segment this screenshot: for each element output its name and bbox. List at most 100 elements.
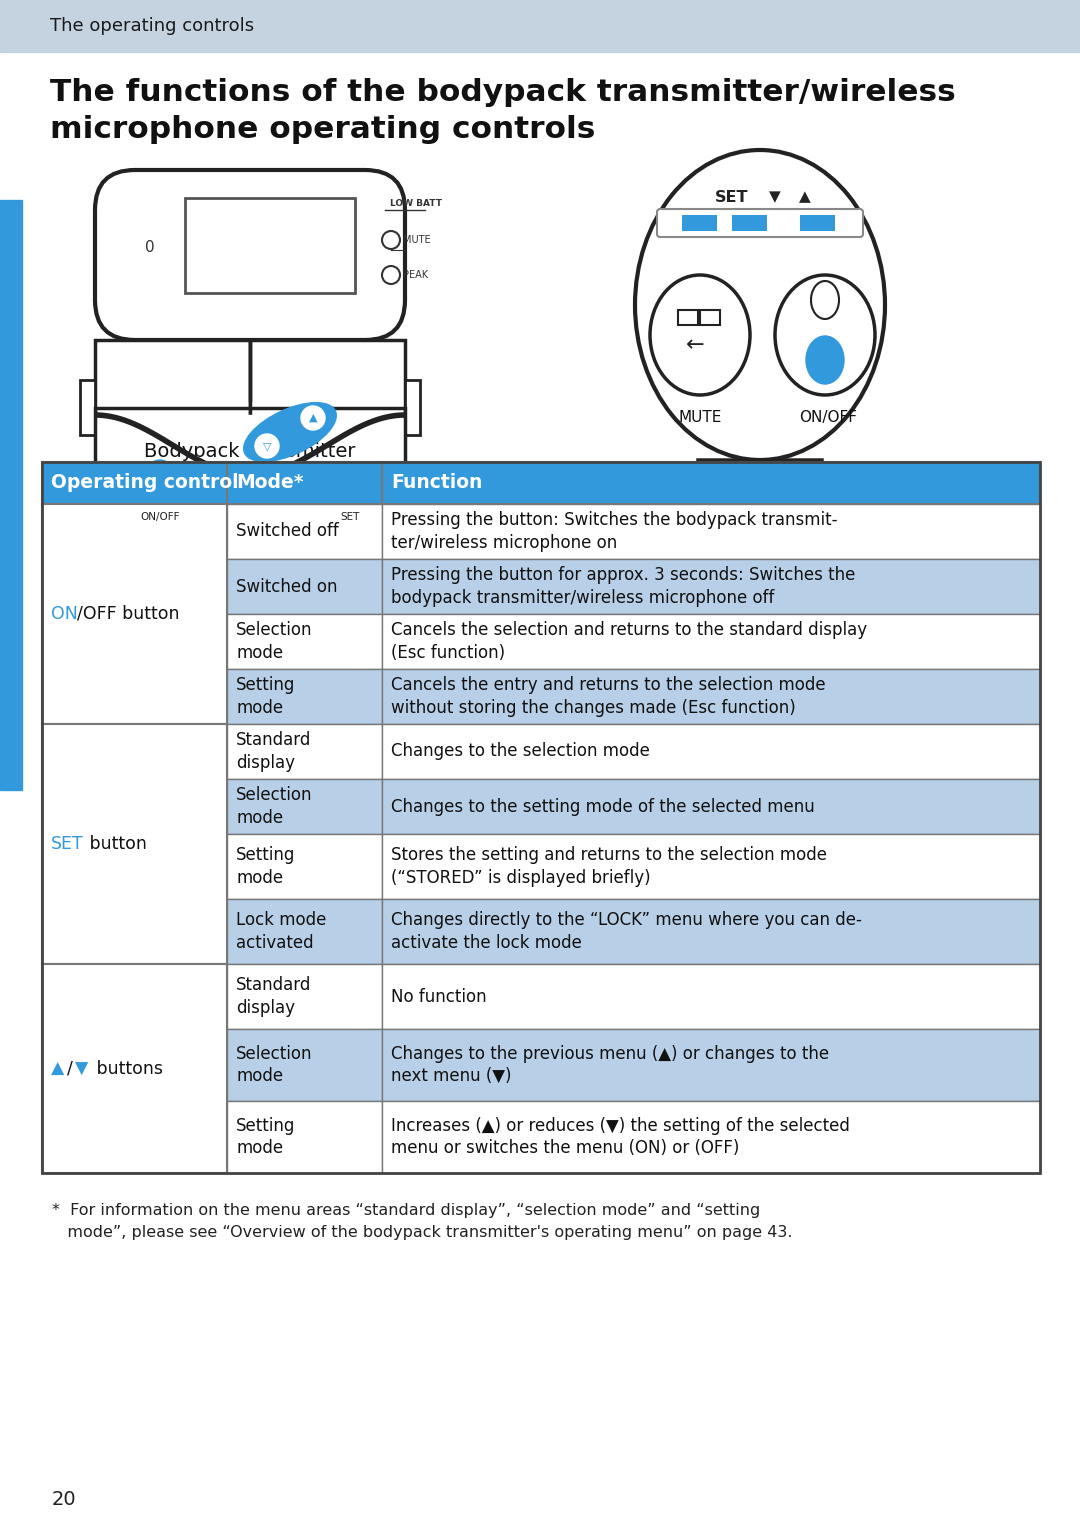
Bar <box>405 381 420 434</box>
Text: Pressing the button for approx. 3 seconds: Switches the
bodypack transmitter/wir: Pressing the button for approx. 3 second… <box>391 566 855 607</box>
Text: ▲: ▲ <box>51 1060 65 1078</box>
Bar <box>800 216 835 231</box>
Text: MUTE: MUTE <box>403 235 431 245</box>
Text: Setting
mode: Setting mode <box>237 1116 295 1157</box>
Ellipse shape <box>325 466 355 509</box>
Bar <box>95 339 249 420</box>
Wedge shape <box>698 460 762 492</box>
Text: Selection
mode: Selection mode <box>237 1044 312 1086</box>
Bar <box>681 216 717 231</box>
Bar <box>0 200 22 790</box>
Text: Cancels the selection and returns to the standard display
(Esc function): Cancels the selection and returns to the… <box>391 621 867 662</box>
FancyBboxPatch shape <box>95 170 405 339</box>
Text: SET: SET <box>340 512 360 521</box>
Text: Stores the setting and returns to the selection mode
(“STORED” is displayed brie: Stores the setting and returns to the se… <box>391 847 827 887</box>
Bar <box>227 670 382 725</box>
Bar <box>382 462 1040 505</box>
Text: Changes directly to the “LOCK” menu where you can de-
activate the lock mode: Changes directly to the “LOCK” menu wher… <box>391 911 862 951</box>
Text: Increases (▲) or reduces (▼) the setting of the selected
menu or switches the me: Increases (▲) or reduces (▼) the setting… <box>391 1116 850 1157</box>
Bar <box>42 725 227 963</box>
Bar <box>42 963 227 1173</box>
Text: Setting
mode: Setting mode <box>237 676 295 717</box>
Bar <box>42 462 227 505</box>
Bar <box>382 505 1040 560</box>
Bar <box>732 216 767 231</box>
Bar <box>382 560 1040 615</box>
Text: Standard
display: Standard display <box>237 731 311 772</box>
Text: Pressing the button: Switches the bodypack transmit-
ter/wireless microphone on: Pressing the button: Switches the bodypa… <box>391 511 837 552</box>
Text: ▲: ▲ <box>309 413 318 424</box>
Text: No function: No function <box>391 988 487 1006</box>
Text: Changes to the setting mode of the selected menu: Changes to the setting mode of the selec… <box>391 798 814 815</box>
Text: Selection
mode: Selection mode <box>237 786 312 827</box>
Bar <box>700 310 720 326</box>
Bar <box>227 725 382 778</box>
Bar <box>227 462 382 505</box>
Bar <box>382 725 1040 778</box>
Text: ←: ← <box>686 335 704 355</box>
FancyBboxPatch shape <box>657 209 863 237</box>
Wedge shape <box>758 460 822 492</box>
Text: Operating control: Operating control <box>51 474 239 492</box>
Bar <box>0 0 1080 52</box>
Bar <box>227 1029 382 1101</box>
Bar <box>227 560 382 615</box>
Text: button: button <box>84 835 147 853</box>
Bar <box>80 381 95 434</box>
Circle shape <box>301 407 325 430</box>
Text: Switched on: Switched on <box>237 578 337 595</box>
Bar <box>382 615 1040 670</box>
Text: ON/OFF: ON/OFF <box>799 410 858 425</box>
Text: Bodypack transmitter: Bodypack transmitter <box>145 442 355 462</box>
Text: SET: SET <box>51 835 84 853</box>
Bar <box>227 833 382 899</box>
Text: /OFF button: /OFF button <box>77 605 179 622</box>
Text: Setting
mode: Setting mode <box>237 847 295 887</box>
Text: *  For information on the menu areas “standard display”, “selection mode” and “s: * For information on the menu areas “sta… <box>52 1203 760 1219</box>
Text: 0: 0 <box>145 240 154 255</box>
Text: 20: 20 <box>52 1489 77 1509</box>
Ellipse shape <box>811 281 839 320</box>
Text: ▼: ▼ <box>769 190 781 205</box>
Text: Lock mode
activated: Lock mode activated <box>237 911 326 951</box>
Bar <box>227 899 382 963</box>
Text: Function: Function <box>391 474 483 492</box>
Text: Mode*: Mode* <box>237 474 303 492</box>
Text: Wireless microphone: Wireless microphone <box>658 476 862 494</box>
Bar <box>42 462 1040 1173</box>
Bar <box>227 778 382 833</box>
Bar <box>227 615 382 670</box>
Text: ▼: ▼ <box>75 1060 89 1078</box>
Bar <box>382 1101 1040 1173</box>
Text: Cancels the entry and returns to the selection mode
without storing the changes : Cancels the entry and returns to the sel… <box>391 676 825 717</box>
Ellipse shape <box>806 336 843 384</box>
Text: PEAK: PEAK <box>403 271 428 280</box>
Text: Standard
display: Standard display <box>237 977 311 1017</box>
Text: The operating controls: The operating controls <box>50 17 254 35</box>
Bar <box>382 670 1040 725</box>
Text: Changes to the previous menu (▲) or changes to the
next menu (▼): Changes to the previous menu (▲) or chan… <box>391 1044 829 1086</box>
Bar <box>382 963 1040 1029</box>
Text: ON: ON <box>51 605 78 622</box>
Bar <box>227 505 382 560</box>
Ellipse shape <box>650 275 750 394</box>
Bar <box>185 197 355 294</box>
Bar <box>382 1029 1040 1101</box>
Text: Changes to the selection mode: Changes to the selection mode <box>391 743 650 760</box>
Text: buttons: buttons <box>91 1060 163 1078</box>
Ellipse shape <box>143 460 177 511</box>
Ellipse shape <box>775 275 875 394</box>
Circle shape <box>382 266 400 284</box>
Bar <box>42 505 227 725</box>
Text: LOW BATT: LOW BATT <box>390 199 442 208</box>
Bar <box>382 833 1040 899</box>
Text: microphone operating controls: microphone operating controls <box>50 115 595 144</box>
Text: ▽: ▽ <box>262 440 271 451</box>
Text: SET: SET <box>715 190 748 205</box>
Bar <box>382 899 1040 963</box>
Text: mode”, please see “Overview of the bodypack transmitter's operating menu” on pag: mode”, please see “Overview of the bodyp… <box>52 1225 793 1240</box>
Text: Selection
mode: Selection mode <box>237 621 312 662</box>
Circle shape <box>382 231 400 249</box>
Text: Switched off: Switched off <box>237 523 339 540</box>
Bar <box>382 778 1040 833</box>
